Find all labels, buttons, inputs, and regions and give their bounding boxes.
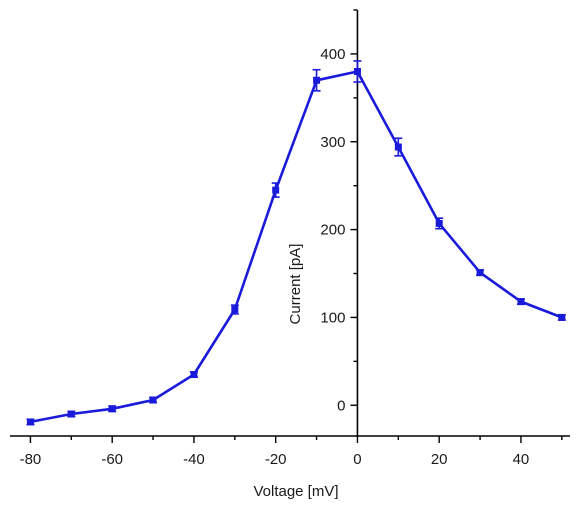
- x-tick-label: -60: [101, 451, 123, 468]
- x-tick-label: 0: [353, 451, 361, 468]
- data-point: [435, 219, 443, 227]
- series: [26, 60, 566, 426]
- data-point: [67, 410, 75, 418]
- data-point: [190, 371, 198, 379]
- y-tick-label: 400: [320, 46, 345, 63]
- x-axis-label: Voltage [mV]: [253, 483, 338, 500]
- y-tick-label: 300: [320, 134, 345, 151]
- data-point: [26, 418, 34, 426]
- x-tick-label: 20: [431, 451, 448, 468]
- data-point: [353, 67, 361, 75]
- y-axis-label: Current [pA]: [287, 244, 304, 325]
- y-tick-label: 100: [320, 309, 345, 326]
- data-point: [517, 298, 525, 306]
- series-line: [30, 70, 563, 424]
- data-point: [558, 313, 566, 321]
- x-tick-label: -40: [183, 451, 205, 468]
- x-tick-label: -20: [265, 451, 287, 468]
- axes: [10, 10, 570, 437]
- data-point: [108, 405, 116, 413]
- y-tick-label: 200: [320, 222, 345, 239]
- data-point: [313, 76, 321, 84]
- data-point: [149, 396, 157, 404]
- data-point: [272, 186, 280, 194]
- data-point: [231, 306, 239, 314]
- y-tick-label: 0: [337, 397, 345, 414]
- data-point: [394, 143, 402, 151]
- x-tick-label: 40: [513, 451, 530, 468]
- x-tick-label: -80: [20, 451, 42, 468]
- ticks: [29, 9, 563, 443]
- data-point: [476, 269, 484, 277]
